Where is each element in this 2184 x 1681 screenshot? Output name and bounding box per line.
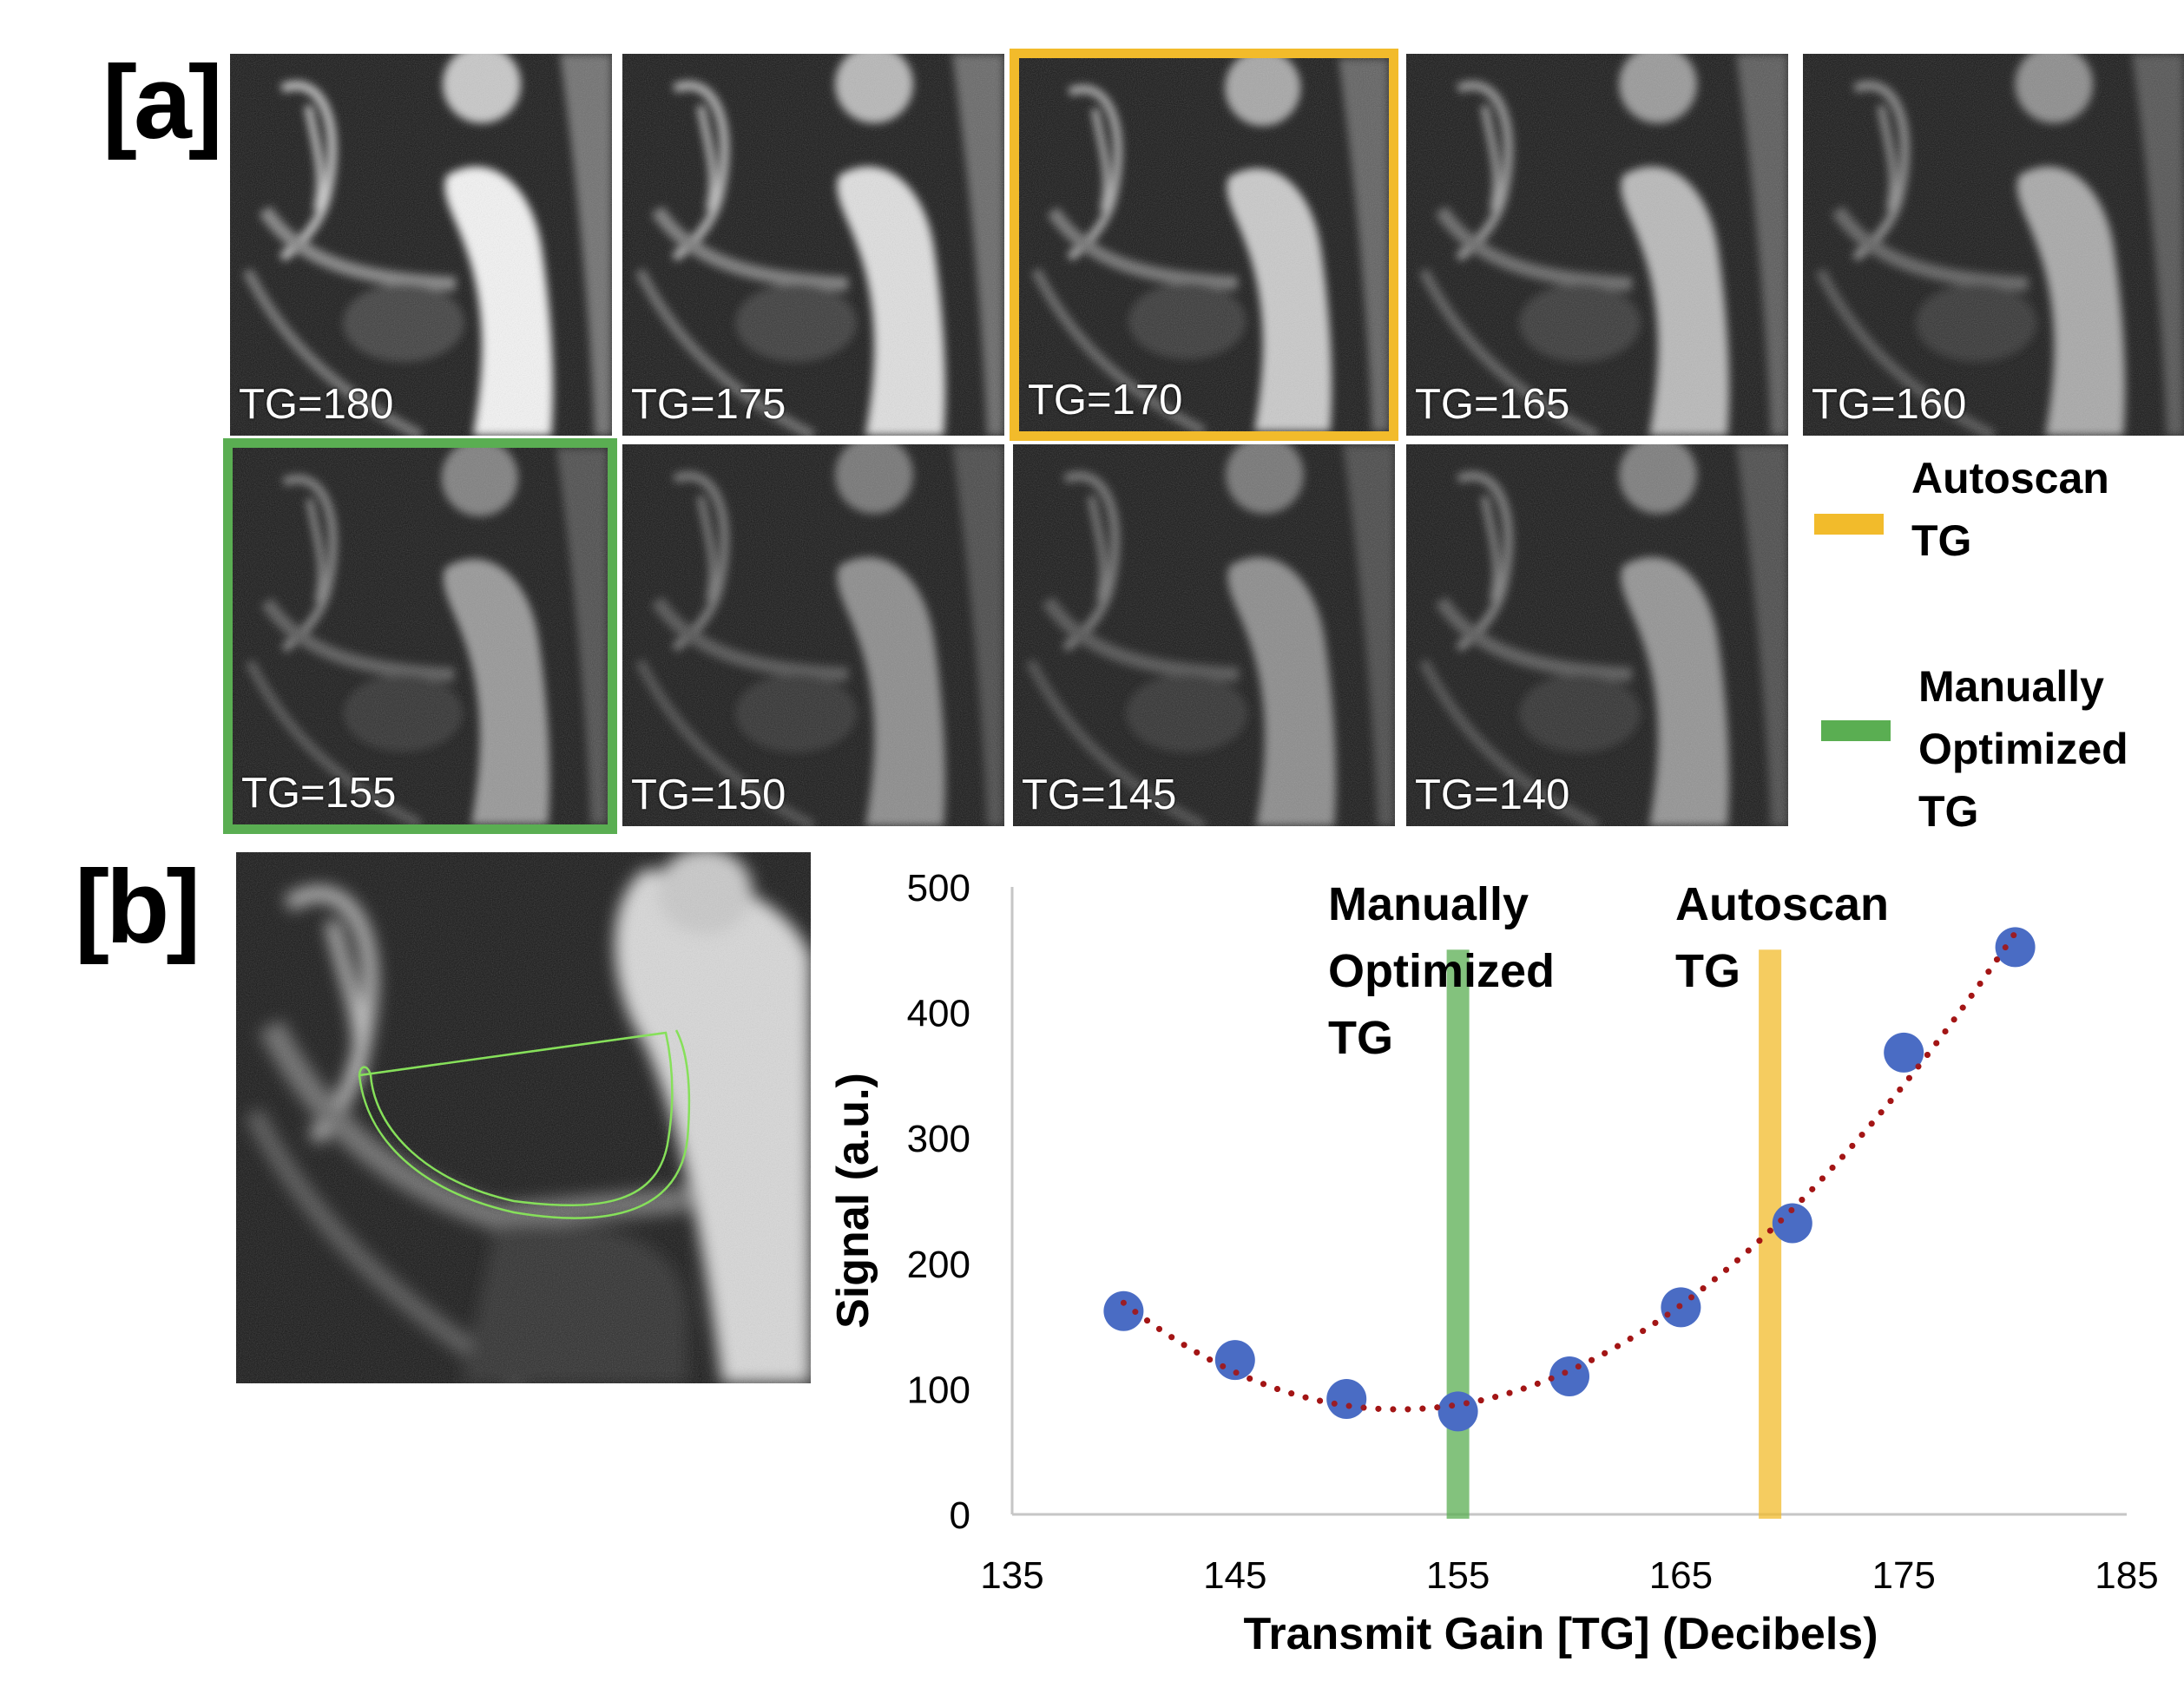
y-tick-label: 400 [907, 993, 970, 1035]
legend-autoscan-label: Autoscan TG [1911, 447, 2109, 572]
legend-manual-line1: Manually [1918, 662, 2104, 711]
vline-annotation-line: Optimized [1328, 945, 1555, 997]
tg-label: TG=155 [241, 770, 397, 817]
legend-manual-label: Manually Optimized TG [1918, 655, 2128, 843]
panel-a-label: [a] [102, 44, 223, 161]
tg-label: TG=170 [1028, 377, 1183, 424]
vline-annotation-line: TG [1328, 1012, 1393, 1064]
legend-autoscan-swatch [1814, 514, 1884, 535]
legend-manual-line2: Optimized [1918, 725, 2128, 773]
reference-vline [1446, 949, 1470, 1519]
vline-annotation-line: TG [1675, 945, 1740, 997]
y-tick-label: 300 [907, 1118, 970, 1160]
chart-trendline [1120, 929, 2019, 1413]
tg-label: TG=145 [1022, 772, 1177, 818]
data-point [1772, 1203, 1812, 1244]
tg-label: TG=165 [1415, 381, 1570, 428]
mri-thumbnail: TG=140 [1406, 444, 1788, 826]
mri-anatomy [1406, 54, 1788, 436]
chart-ticks: 0 100 200 300 400 500 135 145 155 165 175 185 [907, 867, 2159, 1597]
legend-autoscan-line1: Autoscan [1911, 454, 2109, 502]
data-point [1437, 1391, 1478, 1432]
mri-thumbnail: TG=175 [622, 54, 1004, 436]
mri-anatomy [230, 54, 612, 436]
trendline-path [1120, 929, 2019, 1413]
chart-points [1103, 927, 2036, 1432]
mri-zoom-segmented [236, 852, 811, 1383]
x-tick-label: 155 [1426, 1554, 1490, 1597]
x-tick-label: 185 [2095, 1554, 2158, 1597]
mri-anatomy [622, 54, 1004, 436]
segmentation-contour [358, 1029, 691, 1219]
trendline-overlay [1120, 929, 2019, 1413]
data-point [1103, 1290, 1144, 1331]
data-point [1884, 1032, 1924, 1073]
mri-anatomy [1803, 54, 2184, 436]
tg-label: TG=175 [631, 381, 786, 428]
mri-thumbnail: TG=180 [230, 54, 612, 436]
tg-label: TG=150 [631, 772, 786, 818]
mri-thumbnail: TG=155 [223, 438, 617, 834]
y-axis-title: Signal (a.u.) [828, 1073, 878, 1329]
mri-anatomy [1406, 444, 1788, 826]
legend-manual-swatch [1821, 720, 1891, 741]
mri-thumbnail: TG=170 [1010, 49, 1398, 441]
data-point [1326, 1378, 1367, 1419]
chart-vlines [1446, 949, 1782, 1519]
y-tick-label: 200 [907, 1244, 970, 1286]
mri-anatomy [622, 444, 1004, 826]
vline-annotation-line: Autoscan [1675, 878, 1889, 930]
mri-anatomy [1013, 444, 1395, 826]
mri-zoom-anatomy [236, 852, 811, 1383]
mri-thumbnail: TG=165 [1406, 54, 1788, 436]
x-tick-label: 175 [1872, 1554, 1935, 1597]
x-tick-label: 135 [980, 1554, 1043, 1597]
x-tick-label: 145 [1203, 1554, 1266, 1597]
data-point [1549, 1356, 1589, 1396]
x-axis-title: Transmit Gain [TG] (Decibels) [1243, 1609, 1878, 1659]
panel-b-label: [b] [75, 849, 201, 965]
y-tick-label: 500 [907, 867, 970, 909]
legend-manual-line3: TG [1918, 787, 1979, 836]
vline-annotation-line: Manually [1328, 878, 1529, 930]
mri-anatomy [1019, 58, 1389, 431]
legend-autoscan-line2: TG [1911, 516, 1972, 565]
data-point [1995, 927, 2036, 968]
tg-label: TG=180 [239, 381, 394, 428]
chart-annotations: Manually Optimized TG Autoscan TG [1328, 878, 1889, 1064]
mri-anatomy [233, 448, 608, 824]
mri-thumbnail: TG=145 [1013, 444, 1395, 826]
data-point [1214, 1340, 1255, 1381]
tg-label: TG=160 [1812, 381, 1967, 428]
y-tick-label: 100 [907, 1369, 970, 1411]
mri-thumbnail: TG=150 [622, 444, 1004, 826]
chart-axes [1010, 887, 2127, 1516]
mri-thumbnail: TG=160 [1803, 54, 2184, 436]
x-tick-label: 165 [1649, 1554, 1713, 1597]
y-tick-label: 0 [950, 1494, 970, 1537]
tg-label: TG=140 [1415, 772, 1570, 818]
